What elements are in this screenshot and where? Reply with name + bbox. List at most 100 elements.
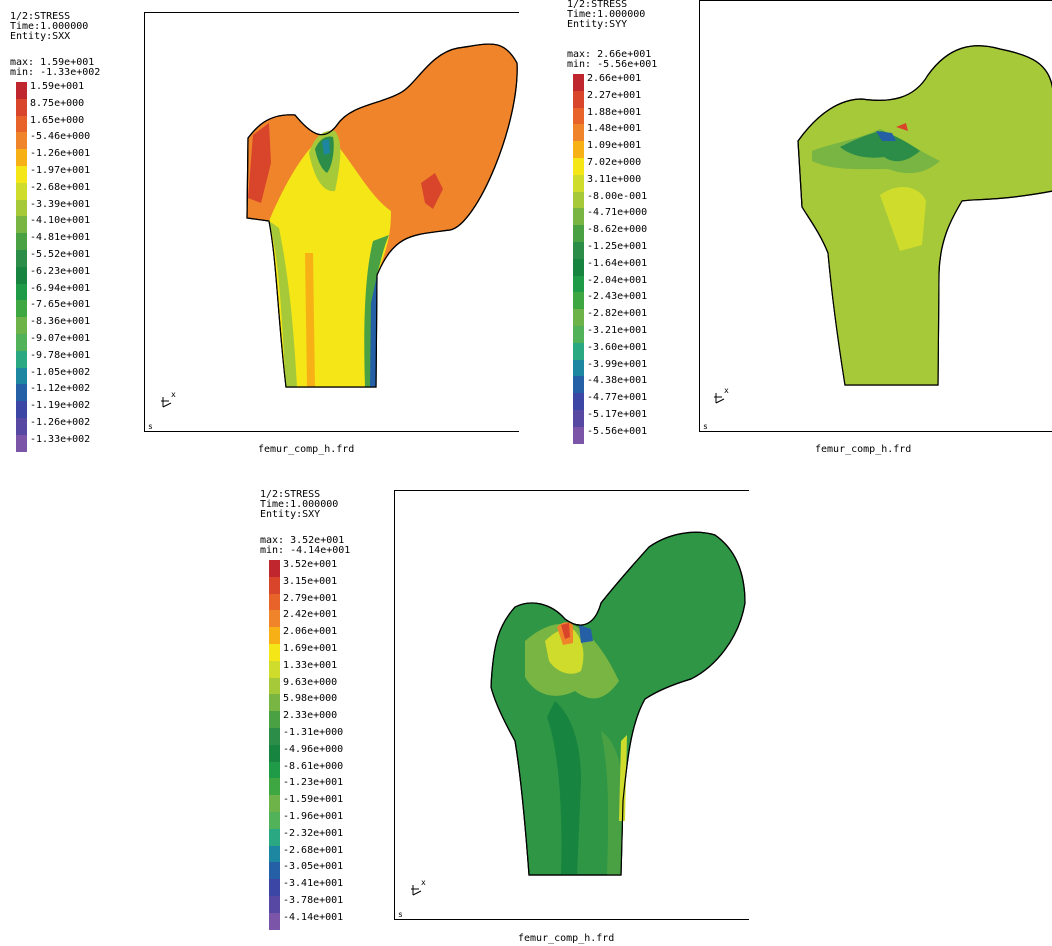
legend-label: 2.06e+001 [283,626,338,638]
legend-swatch [16,350,27,368]
legend-swatch [269,845,280,863]
legend-label: -1.12e+002 [30,383,91,395]
legend-label: 1.48e+001 [587,123,642,135]
legend-swatch [269,576,280,594]
legend-label: -1.96e+001 [283,810,344,822]
legend-label: -1.25e+001 [587,240,648,252]
legend-swatch [16,199,27,217]
legend-swatch [269,761,280,779]
legend-label: -4.96e+000 [283,743,344,755]
legend-label: 3.11e+000 [587,173,642,185]
model-viewport[interactable]: s x [699,0,1052,432]
legend-label: -7.65e+001 [30,299,91,311]
legend-label: -9.78e+001 [30,349,91,361]
legend-label: -8.36e+001 [30,316,91,328]
legend-label: -3.60e+001 [587,341,648,353]
legend-label: -1.33e+002 [30,433,91,445]
legend-label: -1.26e+001 [30,148,91,160]
legend-swatch [269,660,280,678]
legend-swatch [573,359,584,377]
legend-label: 2.42e+001 [283,609,338,621]
legend-label: -4.10e+001 [30,215,91,227]
legend-label: 3.52e+001 [283,559,338,570]
legend-label: -1.59e+001 [283,794,344,806]
legend-label: -1.05e+002 [30,366,91,378]
legend-swatch [573,292,584,310]
legend-label: -9.07e+001 [30,332,91,344]
legend-label: -8.61e+000 [283,760,344,772]
legend-swatch [269,560,280,577]
legend-label: 2.33e+000 [283,710,338,722]
femur-contour-plot [490,531,746,876]
legend-swatch [573,107,584,125]
legend-label: -8.62e+000 [587,224,648,236]
legend-label: -4.71e+000 [587,207,648,219]
legend-label: 5.98e+000 [283,693,338,705]
legend-swatch [269,643,280,661]
legend-swatch [16,115,27,133]
femur-contour-plot [246,43,518,388]
legend-label: 1.33e+001 [283,659,338,671]
legend-swatch [573,90,584,108]
legend-swatch [16,149,27,166]
legend-swatch [16,132,27,150]
legend-swatch [16,216,27,234]
legend-swatch [16,317,27,334]
legend-swatch [16,401,27,418]
legend-label: -1.19e+002 [30,400,91,412]
legend-swatch [16,283,27,301]
model-viewport[interactable]: s x [144,12,519,432]
legend-swatch [16,82,27,99]
result-header: 1/2:STRESS Time:1.000000 Entity:SXX [10,11,89,42]
legend-swatch [269,795,280,812]
legend-swatch [269,727,280,745]
legend-label: 1.65e+000 [30,114,85,126]
legend-swatch [573,174,584,192]
legend-label: -3.21e+001 [587,324,648,336]
legend-label: -2.82e+001 [587,308,648,320]
legend-swatch [573,191,584,209]
legend-swatch [573,275,584,293]
legend-swatch [573,208,584,226]
legend-swatch [16,300,27,318]
legend-swatch [573,258,584,276]
legend-swatch [16,384,27,402]
legend-label: 2.79e+001 [283,592,338,604]
legend-swatch [269,627,280,644]
legend-swatch [16,249,27,267]
corner-label: s [148,422,153,431]
legend-swatch [573,124,584,142]
legend-swatch [573,309,584,326]
legend-label: -4.38e+001 [587,375,648,387]
legend-label: 9.63e+000 [283,676,338,688]
result-header: 1/2:STRESS Time:1.000000 Entity:SYY [567,0,646,30]
legend-label: -6.94e+001 [30,282,91,294]
legend-label: 1.69e+001 [283,642,338,654]
legend-swatch [16,182,27,200]
legend-swatch [573,376,584,394]
legend-swatch [16,417,27,435]
legend-swatch [269,828,280,846]
model-viewport[interactable]: s x [394,490,749,920]
axis-x-label: x [171,390,176,399]
legend-label: -3.05e+001 [283,861,344,873]
legend-label: -1.26e+002 [30,416,91,428]
legend-label: -1.23e+001 [283,777,344,789]
legend-label: -2.32e+001 [283,827,344,839]
legend-swatch [16,434,27,452]
legend-label: -2.68e+001 [30,181,91,193]
legend-label: 7.02e+000 [587,156,642,168]
range-readout: max: 3.52e+001 min: -4.14e+001 [260,535,351,556]
legend-swatch [573,409,584,427]
legend-swatch [573,157,584,175]
legend-label: -5.17e+001 [587,408,648,420]
legend-swatch [269,744,280,762]
legend-label: -3.78e+001 [283,894,344,906]
legend-label: -2.68e+001 [283,844,344,856]
legend-swatch [16,367,27,385]
range-readout: max: 1.59e+001 min: -1.33e+002 [10,57,101,78]
legend-swatch [16,233,27,250]
legend-swatch [573,74,584,91]
legend-swatch [269,694,280,712]
legend-swatch [573,342,584,360]
